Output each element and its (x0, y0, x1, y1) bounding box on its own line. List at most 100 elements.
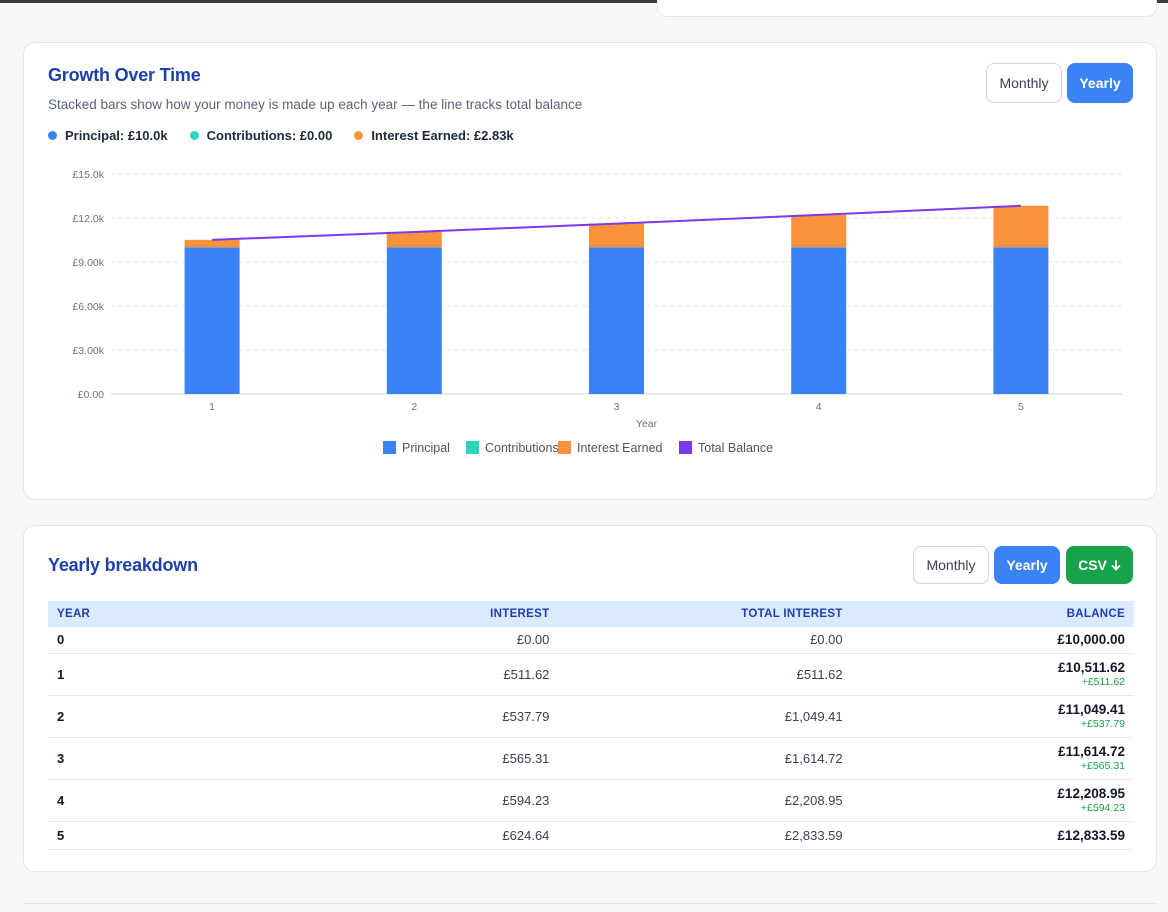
growth-chart-card: Growth Over Time Stacked bars show how y… (23, 42, 1157, 500)
window-top-edge (0, 0, 1168, 3)
yearly-breakdown-card: Yearly breakdown Monthly Yearly CSV YEAR… (23, 525, 1157, 872)
cell-total-interest: £511.62 (558, 653, 852, 696)
table-row: 2 £537.79 £1,049.41 £11,049.41 +£537.79 (48, 695, 1134, 738)
y-tick-label: £9.00k (72, 257, 104, 269)
legend-swatch-total-balance (679, 441, 692, 454)
cell-balance: £12,833.59 (851, 821, 1134, 850)
x-tick-label: 4 (816, 401, 822, 413)
bar-interest-earned (589, 223, 644, 248)
balance-value: £11,614.72 (1058, 744, 1125, 759)
bar-principal (791, 247, 847, 394)
principal-dot-icon (48, 131, 57, 140)
bar-interest-earned (184, 239, 240, 248)
y-tick-label: £0.00 (78, 389, 104, 401)
summary-legend: Principal: £10.0k Contributions: £0.00 I… (48, 128, 536, 143)
cell-interest: £511.62 (265, 653, 559, 696)
bar-principal (993, 247, 1049, 394)
legend-swatch-principal (383, 441, 396, 454)
balance-delta: +£537.79 (1080, 718, 1125, 730)
y-tick-label: £12.0k (72, 213, 104, 225)
cell-year: 4 (48, 779, 266, 822)
summary-contributions-label: Contributions: £0.00 (206, 128, 333, 143)
cell-balance: £10,511.62 +£511.62 (851, 653, 1134, 696)
cell-balance: £12,208.95 +£594.23 (851, 779, 1134, 822)
line-total-balance (212, 204, 1021, 241)
previous-card-bottom (657, 0, 1157, 17)
breakdown-table: YEAR INTEREST TOTAL INTEREST BALANCE 0 £0… (48, 601, 1134, 850)
balance-delta: +£594.23 (1080, 802, 1125, 814)
legend-swatch-contributions (466, 441, 479, 454)
cell-interest: £565.31 (265, 737, 559, 780)
monthly-toggle-button[interactable]: Monthly (986, 63, 1062, 103)
x-tick-label: 3 (614, 401, 620, 413)
contributions-dot-icon (189, 131, 199, 140)
table-row: 5 £624.64 £2,833.59 £12,833.59 (48, 821, 1134, 850)
balance-value: £10,511.62 (1058, 660, 1125, 675)
legend-label: Interest Earned (577, 441, 663, 455)
cell-total-interest: £2,208.95 (558, 779, 852, 822)
cell-interest: £537.79 (265, 695, 559, 738)
column-header-year: YEAR (57, 608, 91, 620)
legend-label: Principal (402, 441, 450, 455)
x-tick-label: 2 (411, 401, 417, 413)
y-tick-label: £15.0k (72, 169, 104, 181)
cell-year: 1 (48, 653, 266, 696)
summary-principal-label: Principal: £10.0k (65, 128, 168, 143)
csv-label: CSV (1078, 557, 1107, 573)
card-title: Growth Over Time (48, 65, 201, 85)
cell-total-interest: £1,614.72 (558, 737, 852, 780)
x-tick-label: 1 (209, 401, 215, 413)
table-row: 0 £0.00 £0.00 £10,000.00 (48, 627, 1134, 654)
balance-delta: +£511.62 (1081, 676, 1125, 688)
cell-year: 3 (48, 737, 266, 780)
balance-value: £11,049.41 (1058, 702, 1125, 717)
summary-interest-label: Interest Earned: £2.83k (371, 128, 514, 143)
y-tick-label: £6.00k (72, 301, 104, 313)
card-subtitle: Stacked bars show how your money is made… (48, 97, 583, 112)
cell-year: 2 (48, 695, 266, 738)
table-row: 3 £565.31 £1,614.72 £11,614.72 +£565.31 (48, 737, 1134, 780)
interest-dot-icon (354, 131, 364, 140)
x-axis-title: Year (636, 418, 658, 430)
next-card-top-edge (23, 903, 1157, 904)
cell-year: 5 (48, 821, 266, 850)
legend-label: Contributions (485, 441, 559, 455)
cell-total-interest: £1,049.41 (558, 695, 852, 738)
summary-principal: Principal: £10.0k (48, 128, 168, 143)
column-header-interest: INTEREST (490, 608, 550, 620)
cell-total-interest: £2,833.59 (558, 821, 852, 850)
cell-balance: £10,000.00 (851, 627, 1134, 654)
balance-delta: +£565.31 (1080, 760, 1125, 772)
bar-interest-earned (993, 205, 1049, 248)
cell-balance: £11,049.41 +£537.79 (851, 695, 1134, 738)
cell-interest: £594.23 (265, 779, 559, 822)
table-header-row: YEAR INTEREST TOTAL INTEREST BALANCE (48, 601, 1134, 627)
csv-download-button[interactable]: CSV (1066, 546, 1133, 584)
growth-chart: £0.00 £3.00k £6.00k £9.00k £12.0k £15.0k 1 2 3 4 5… (72, 169, 1122, 455)
legend-swatch-interest-earned (558, 441, 571, 454)
cell-interest: £624.64 (265, 821, 559, 850)
bar-interest-earned (791, 214, 847, 248)
balance-value: £10,000.00 (1057, 632, 1125, 648)
table-row: 4 £594.23 £2,208.95 £12,208.95 +£594.23 (48, 779, 1134, 822)
y-tick-label: £3.00k (72, 345, 104, 357)
summary-contributions: Contributions: £0.00 (189, 128, 333, 143)
card-title: Yearly breakdown (48, 555, 198, 575)
table-row: 1 £511.62 £511.62 £10,511.62 +£511.62 (48, 653, 1134, 696)
bar-principal (184, 247, 240, 394)
cell-interest: £0.00 (265, 627, 559, 654)
column-header-balance: BALANCE (1066, 608, 1125, 620)
balance-value: £12,833.59 (1057, 827, 1125, 843)
monthly-toggle-button[interactable]: Monthly (913, 546, 989, 584)
yearly-toggle-button[interactable]: Yearly (994, 546, 1060, 584)
table-body: 0 £0.00 £0.00 £10,000.00 1 £511.62 £511.62 £10,… (48, 627, 1134, 850)
breakdown-table-wrapper: YEAR INTEREST TOTAL INTEREST BALANCE 0 £0… (48, 601, 1134, 850)
cell-total-interest: £0.00 (558, 627, 852, 654)
download-arrow-icon (1111, 559, 1121, 570)
bar-principal (589, 247, 644, 394)
cell-balance: £11,614.72 +£565.31 (851, 737, 1134, 780)
yearly-toggle-button[interactable]: Yearly (1067, 63, 1133, 103)
balance-value: £12,208.95 (1057, 786, 1125, 801)
x-tick-label: 5 (1018, 401, 1024, 413)
bar-interest-earned (386, 231, 442, 248)
